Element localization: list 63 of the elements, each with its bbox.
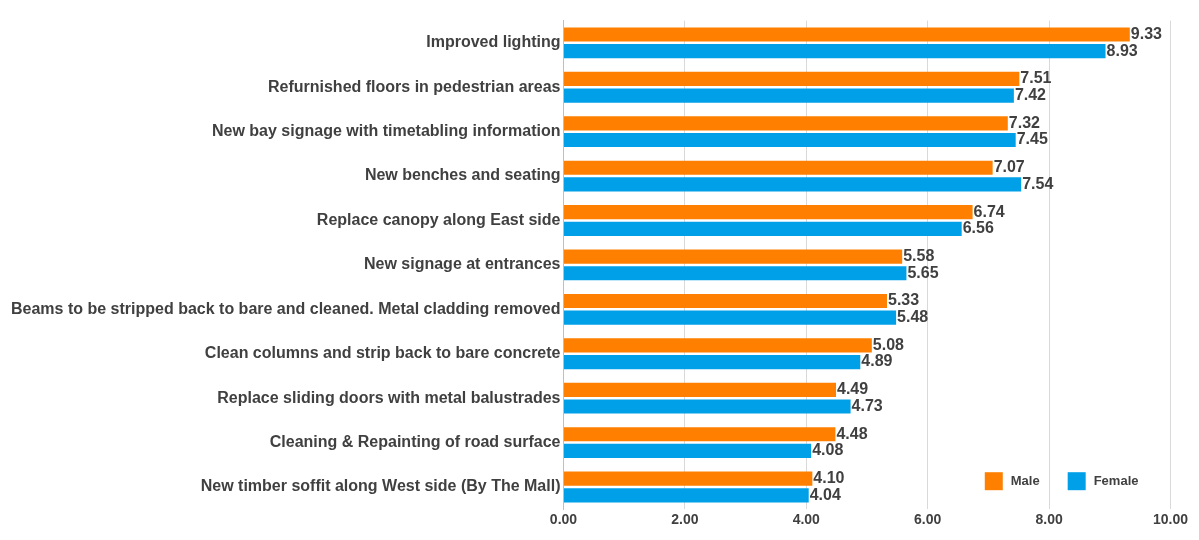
bar [563, 471, 813, 486]
data-label: 5.08 [872, 335, 905, 353]
data-label: 6.56 [962, 219, 994, 237]
y-tick-label: Cleaning & Repainting of road surface [269, 432, 561, 450]
bar [563, 427, 836, 442]
bar [563, 71, 1020, 86]
bar [563, 221, 962, 236]
data-label: 6.74 [973, 202, 1005, 220]
x-tick-label: 2.00 [671, 511, 699, 528]
bar [563, 249, 903, 264]
bar [563, 132, 1016, 148]
bar [563, 205, 973, 220]
bar [563, 338, 872, 353]
y-tick-label: New benches and seating [364, 166, 561, 184]
data-label: 4.49 [837, 380, 869, 398]
data-label: 5.33 [888, 291, 920, 309]
data-label: 4.73 [851, 396, 883, 414]
data-label: 4.89 [861, 352, 893, 370]
x-tick-label: 10.00 [1152, 511, 1189, 528]
y-tick-label: Refurnished floors in pedestrian areas [267, 77, 561, 95]
bar [563, 27, 1130, 42]
y-tick-label: New bay signage with timetabling information [212, 122, 561, 140]
data-label: 7.51 [1020, 69, 1052, 87]
data-label: 5.48 [897, 308, 929, 326]
data-label: 5.65 [907, 263, 939, 281]
x-tick-label: 4.00 [792, 511, 821, 528]
data-label: 4.48 [836, 424, 868, 442]
bar [563, 177, 1022, 192]
legend-label: Male [1010, 472, 1040, 488]
y-tick-label: Improved lighting [426, 33, 561, 51]
bar [563, 488, 809, 503]
data-label: 5.58 [903, 246, 935, 264]
y-tick-label: Replace canopy along East side [316, 210, 561, 228]
bar [563, 399, 851, 414]
bar [563, 266, 907, 281]
data-label: 4.04 [809, 485, 841, 503]
bar [563, 382, 837, 397]
data-label: 8.93 [1106, 41, 1138, 59]
y-tick-label: New timber soffit along West side (By The Mall) [200, 477, 561, 495]
bar [563, 443, 812, 458]
bar [563, 160, 993, 175]
data-label: 4.08 [812, 441, 844, 459]
data-label: 7.07 [993, 158, 1025, 176]
x-tick-label: 0.00 [549, 511, 578, 528]
data-label: 7.54 [1022, 174, 1054, 192]
data-label: 7.45 [1016, 130, 1048, 148]
data-label: 4.10 [813, 469, 845, 487]
y-tick-label: Clean columns and strip back to bare concrete [204, 344, 561, 362]
bar [563, 310, 897, 325]
data-label: 9.33 [1130, 24, 1163, 42]
y-tick-label: Beams to be stripped back to bare and cleaned. Metal cladding removed [11, 299, 561, 317]
data-label: 7.42 [1014, 85, 1047, 103]
x-tick-label: 6.00 [914, 511, 942, 528]
data-label: 7.32 [1008, 113, 1041, 131]
bar [563, 293, 888, 309]
y-tick-label: Replace sliding doors with metal balustrades [217, 388, 561, 406]
bar [563, 44, 1106, 59]
legend-label: Female [1093, 472, 1139, 488]
x-tick-label: 8.00 [1035, 511, 1063, 528]
bar [563, 354, 861, 370]
bar [563, 88, 1014, 103]
bar [563, 116, 1008, 131]
y-tick-label: New signage at entrances [363, 255, 561, 273]
